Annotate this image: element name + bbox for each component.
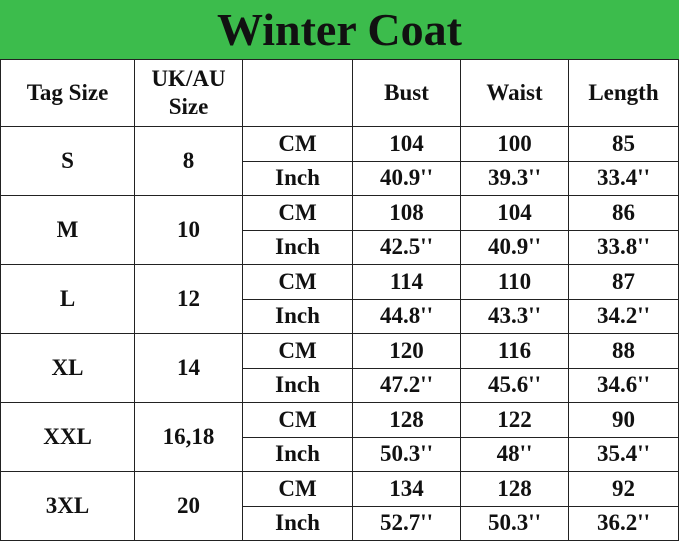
unit: CM bbox=[243, 472, 353, 507]
measurement: 128 bbox=[353, 403, 461, 438]
measurement: 86 bbox=[569, 196, 679, 231]
measurement: 50.3'' bbox=[461, 506, 569, 541]
measurement: 104 bbox=[353, 127, 461, 162]
measurement: 88 bbox=[569, 334, 679, 369]
measurement: 35.4'' bbox=[569, 437, 679, 472]
measurement: 90 bbox=[569, 403, 679, 438]
measurement: 34.2'' bbox=[569, 299, 679, 334]
measurement: 36.2'' bbox=[569, 506, 679, 541]
measurement: 45.6'' bbox=[461, 368, 569, 403]
measurement: 48'' bbox=[461, 437, 569, 472]
header-cell: UK/AU Size bbox=[135, 60, 243, 127]
tag-size: XXL bbox=[0, 403, 135, 472]
title: Winter Coat bbox=[0, 0, 679, 60]
measurement: 116 bbox=[461, 334, 569, 369]
measurement: 47.2'' bbox=[353, 368, 461, 403]
uk-size: 12 bbox=[135, 265, 243, 334]
tag-size: S bbox=[0, 127, 135, 196]
uk-size: 16,18 bbox=[135, 403, 243, 472]
measurement: 44.8'' bbox=[353, 299, 461, 334]
measurement: 33.4'' bbox=[569, 161, 679, 196]
header-cell: Bust bbox=[353, 60, 461, 127]
measurement: 134 bbox=[353, 472, 461, 507]
measurement: 85 bbox=[569, 127, 679, 162]
measurement: 34.6'' bbox=[569, 368, 679, 403]
measurement: 50.3'' bbox=[353, 437, 461, 472]
header-cell: Waist bbox=[461, 60, 569, 127]
unit: Inch bbox=[243, 437, 353, 472]
measurement: 120 bbox=[353, 334, 461, 369]
uk-size: 10 bbox=[135, 196, 243, 265]
measurement: 52.7'' bbox=[353, 506, 461, 541]
measurement: 128 bbox=[461, 472, 569, 507]
measurement: 87 bbox=[569, 265, 679, 300]
unit: Inch bbox=[243, 299, 353, 334]
header-cell: Length bbox=[569, 60, 679, 127]
tag-size: XL bbox=[0, 334, 135, 403]
unit: Inch bbox=[243, 161, 353, 196]
measurement: 100 bbox=[461, 127, 569, 162]
unit: CM bbox=[243, 265, 353, 300]
unit: CM bbox=[243, 127, 353, 162]
tag-size: L bbox=[0, 265, 135, 334]
measurement: 33.8'' bbox=[569, 230, 679, 265]
measurement: 39.3'' bbox=[461, 161, 569, 196]
unit: Inch bbox=[243, 506, 353, 541]
tag-size: M bbox=[0, 196, 135, 265]
uk-size: 8 bbox=[135, 127, 243, 196]
measurement: 110 bbox=[461, 265, 569, 300]
measurement: 122 bbox=[461, 403, 569, 438]
measurement: 108 bbox=[353, 196, 461, 231]
unit: CM bbox=[243, 196, 353, 231]
measurement: 42.5'' bbox=[353, 230, 461, 265]
uk-size: 20 bbox=[135, 472, 243, 541]
measurement: 92 bbox=[569, 472, 679, 507]
measurement: 104 bbox=[461, 196, 569, 231]
header-cell bbox=[243, 60, 353, 127]
unit: Inch bbox=[243, 230, 353, 265]
measurement: 40.9'' bbox=[353, 161, 461, 196]
unit: CM bbox=[243, 403, 353, 438]
measurement: 40.9'' bbox=[461, 230, 569, 265]
header-cell: Tag Size bbox=[0, 60, 135, 127]
measurement: 114 bbox=[353, 265, 461, 300]
tag-size: 3XL bbox=[0, 472, 135, 541]
unit: Inch bbox=[243, 368, 353, 403]
unit: CM bbox=[243, 334, 353, 369]
measurement: 43.3'' bbox=[461, 299, 569, 334]
uk-size: 14 bbox=[135, 334, 243, 403]
